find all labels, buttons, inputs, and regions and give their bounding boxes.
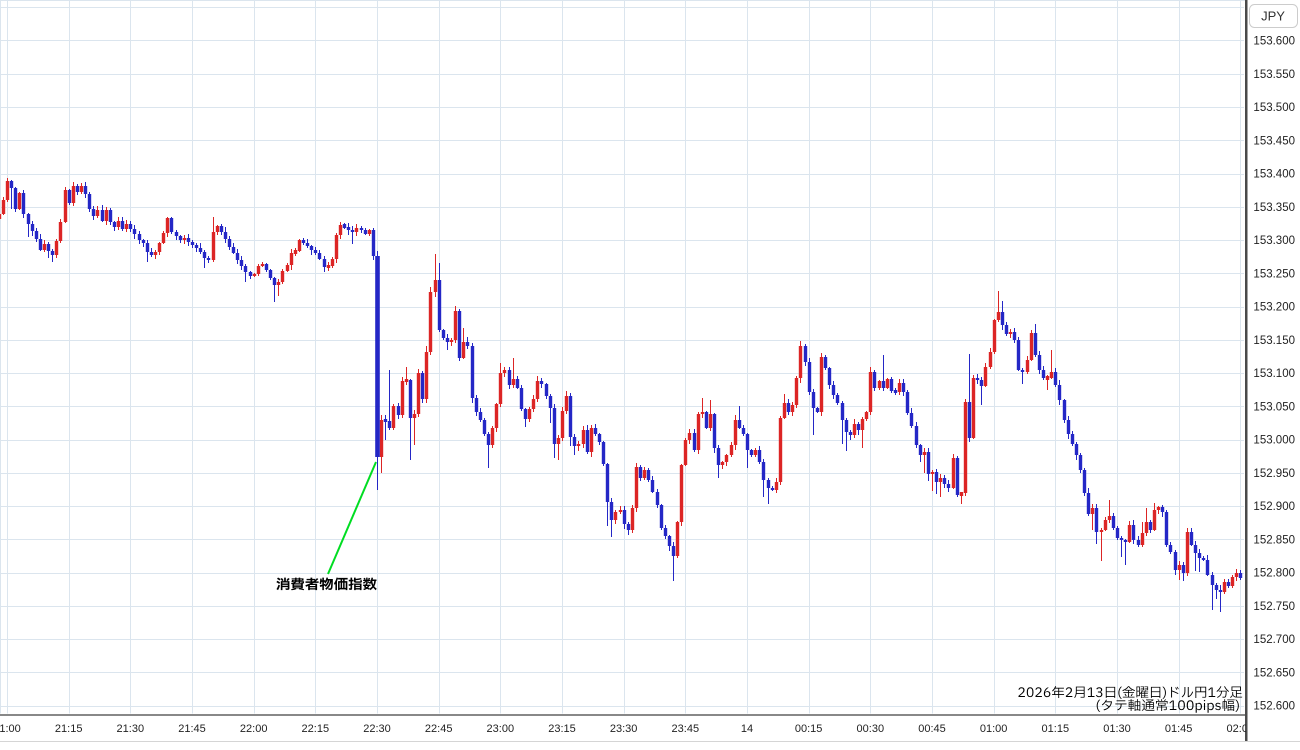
svg-text:22:00: 22:00	[240, 723, 268, 735]
svg-text:153.500: 153.500	[1253, 102, 1295, 114]
svg-text:01:00: 01:00	[980, 723, 1008, 735]
svg-text:152.950: 152.950	[1253, 468, 1295, 480]
svg-text:02:00: 02:00	[1227, 723, 1255, 735]
svg-text:14: 14	[741, 723, 753, 735]
svg-text:152.850: 152.850	[1253, 534, 1295, 546]
svg-text:23:00: 23:00	[487, 723, 515, 735]
svg-text:23:15: 23:15	[548, 723, 576, 735]
svg-text:153.250: 153.250	[1253, 268, 1295, 280]
svg-text:23:30: 23:30	[610, 723, 638, 735]
svg-text:01:45: 01:45	[1165, 723, 1193, 735]
svg-text:21:00: 21:00	[0, 723, 21, 735]
svg-text:153.550: 153.550	[1253, 69, 1295, 81]
svg-text:21:30: 21:30	[117, 723, 145, 735]
svg-text:01:30: 01:30	[1103, 723, 1131, 735]
svg-text:153.450: 153.450	[1253, 135, 1295, 147]
svg-text:152.650: 152.650	[1253, 667, 1295, 679]
svg-text:22:15: 22:15	[302, 723, 330, 735]
svg-text:23:45: 23:45	[672, 723, 700, 735]
svg-text:152.800: 152.800	[1253, 568, 1295, 580]
svg-text:152.700: 152.700	[1253, 634, 1295, 646]
svg-text:00:45: 00:45	[918, 723, 946, 735]
svg-text:153.400: 153.400	[1253, 169, 1295, 181]
svg-text:153.200: 153.200	[1253, 302, 1295, 314]
svg-text:00:15: 00:15	[795, 723, 823, 735]
svg-text:21:15: 21:15	[55, 723, 83, 735]
svg-text:153.050: 153.050	[1253, 401, 1295, 413]
svg-text:152.750: 152.750	[1253, 601, 1295, 613]
svg-text:JPY: JPY	[1261, 9, 1285, 24]
svg-text:01:15: 01:15	[1042, 723, 1070, 735]
svg-text:153.350: 153.350	[1253, 202, 1295, 214]
svg-text:153.000: 153.000	[1253, 435, 1295, 447]
svg-text:152.900: 152.900	[1253, 501, 1295, 513]
svg-text:152.600: 152.600	[1253, 701, 1295, 713]
svg-text:153.150: 153.150	[1253, 335, 1295, 347]
svg-text:153.300: 153.300	[1253, 235, 1295, 247]
svg-text:153.600: 153.600	[1253, 36, 1295, 48]
svg-text:22:30: 22:30	[363, 723, 391, 735]
svg-text:21:45: 21:45	[178, 723, 206, 735]
svg-text:153.100: 153.100	[1253, 368, 1295, 380]
svg-text:22:45: 22:45	[425, 723, 453, 735]
svg-text:00:30: 00:30	[857, 723, 885, 735]
